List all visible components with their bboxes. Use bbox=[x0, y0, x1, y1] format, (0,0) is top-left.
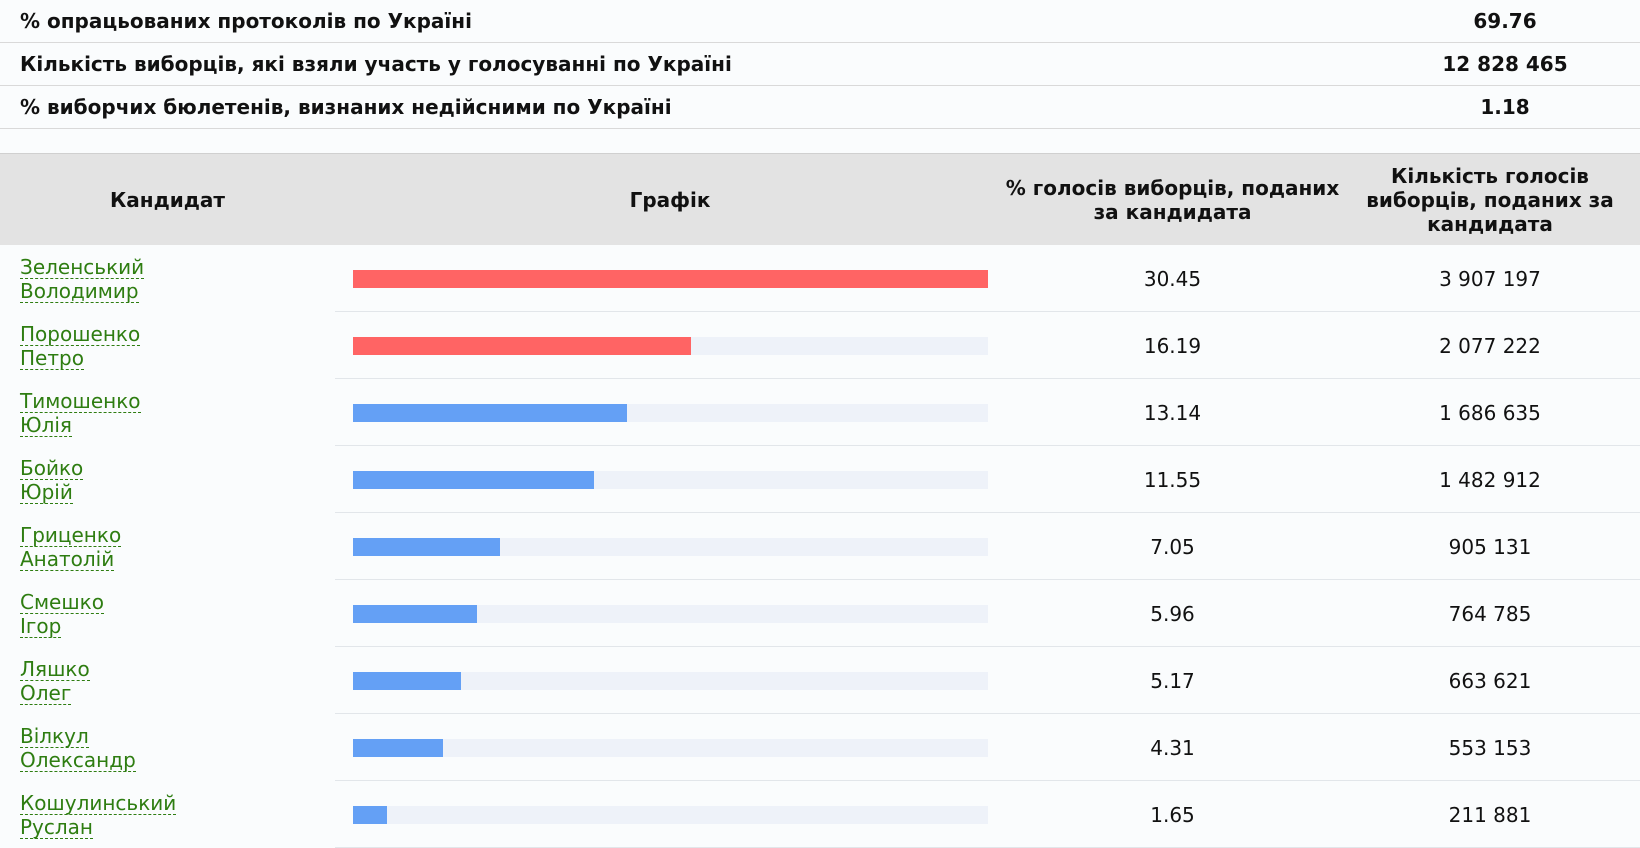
vote-bar bbox=[353, 738, 443, 757]
vote-bar bbox=[353, 604, 478, 623]
table-row: Бойко Юрій 11.55 1 482 912 bbox=[0, 446, 1640, 513]
summary-row-protocols: % опрацьованих протоколів по Україні 69.… bbox=[0, 0, 1640, 43]
vote-pct: 5.96 bbox=[1150, 601, 1195, 626]
vote-count: 211 881 bbox=[1448, 802, 1532, 827]
table-row: Смешко Ігор 5.96 764 785 bbox=[0, 580, 1640, 647]
vote-bar-track bbox=[353, 738, 988, 757]
chart-cell bbox=[335, 604, 1005, 623]
chart-cell bbox=[335, 403, 1005, 422]
candidate-name-link[interactable]: Олександр bbox=[20, 747, 136, 772]
chart-cell bbox=[335, 537, 1005, 556]
vote-count: 1 482 912 bbox=[1439, 467, 1541, 492]
candidate-name-link[interactable]: Олег bbox=[20, 680, 72, 705]
summary-table: % опрацьованих протоколів по Україні 69.… bbox=[0, 0, 1640, 129]
vote-count: 663 621 bbox=[1448, 668, 1532, 693]
results-body: Зеленський Володимир 30.45 3 907 197 Порошен… bbox=[0, 245, 1640, 848]
table-row: Гриценко Анатолій 7.05 905 131 bbox=[0, 513, 1640, 580]
header-count: Кількість голосів виборців, поданих за к… bbox=[1366, 163, 1614, 236]
vote-bar bbox=[353, 805, 388, 824]
header-chart: Графік bbox=[629, 187, 711, 212]
vote-pct: 1.65 bbox=[1150, 802, 1195, 827]
candidate-cell: Порошенко Петро bbox=[0, 322, 335, 370]
vote-count: 3 907 197 bbox=[1439, 266, 1541, 291]
vote-bar-track bbox=[353, 604, 988, 623]
candidate-surname-link[interactable]: Ляшко bbox=[20, 656, 90, 681]
results-header: Кандидат Графік % голосів виборців, пода… bbox=[0, 153, 1640, 245]
candidate-surname-link[interactable]: Вілкул bbox=[20, 723, 89, 748]
vote-count: 553 153 bbox=[1448, 735, 1532, 760]
chart-cell bbox=[335, 336, 1005, 355]
candidate-name-link[interactable]: Юлія bbox=[20, 412, 72, 437]
vote-bar-track bbox=[353, 671, 988, 690]
candidate-surname-link[interactable]: Гриценко bbox=[20, 522, 122, 547]
header-candidate: Кандидат bbox=[109, 187, 226, 212]
candidate-name-link[interactable]: Юрій bbox=[20, 479, 73, 504]
vote-bar-track bbox=[353, 470, 988, 489]
candidate-name-link[interactable]: Ігор bbox=[20, 613, 62, 638]
vote-count: 1 686 635 bbox=[1439, 400, 1541, 425]
candidate-surname-link[interactable]: Тимошенко bbox=[20, 388, 141, 413]
vote-pct: 5.17 bbox=[1150, 668, 1195, 693]
summary-label: % опрацьованих протоколів по Україні bbox=[20, 9, 472, 33]
vote-pct: 4.31 bbox=[1150, 735, 1195, 760]
vote-bar bbox=[353, 269, 988, 288]
vote-bar-track bbox=[353, 336, 988, 355]
vote-count: 764 785 bbox=[1448, 601, 1532, 626]
vote-count: 2 077 222 bbox=[1439, 333, 1541, 358]
header-pct: % голосів виборців, поданих за кандидата bbox=[1005, 175, 1340, 224]
table-row: Ляшко Олег 5.17 663 621 bbox=[0, 647, 1640, 714]
vote-bar-track bbox=[353, 269, 988, 288]
vote-pct: 13.14 bbox=[1143, 400, 1202, 425]
vote-bar bbox=[353, 403, 628, 422]
candidate-name-link[interactable]: Руслан bbox=[20, 814, 94, 839]
vote-bar bbox=[353, 537, 501, 556]
candidate-cell: Зеленський Володимир bbox=[0, 255, 335, 303]
candidate-cell: Смешко Ігор bbox=[0, 590, 335, 638]
candidate-surname-link[interactable]: Кошулинський bbox=[20, 790, 177, 815]
table-row: Зеленський Володимир 30.45 3 907 197 bbox=[0, 245, 1640, 312]
candidate-cell: Бойко Юрій bbox=[0, 456, 335, 504]
chart-cell bbox=[335, 738, 1005, 757]
vote-bar bbox=[353, 671, 461, 690]
candidate-surname-link[interactable]: Зеленський bbox=[20, 254, 145, 279]
vote-pct: 11.55 bbox=[1143, 467, 1202, 492]
table-row: Вілкул Олександр 4.31 553 153 bbox=[0, 714, 1640, 781]
candidate-cell: Кошулинський Руслан bbox=[0, 791, 335, 839]
candidate-cell: Гриценко Анатолій bbox=[0, 523, 335, 571]
vote-bar-track bbox=[353, 805, 988, 824]
chart-cell bbox=[335, 805, 1005, 824]
candidate-name-link[interactable]: Анатолій bbox=[20, 546, 115, 571]
chart-cell bbox=[335, 470, 1005, 489]
summary-value: 1.18 bbox=[1480, 95, 1530, 119]
vote-pct: 7.05 bbox=[1150, 534, 1195, 559]
vote-bar-track bbox=[353, 537, 988, 556]
candidate-surname-link[interactable]: Бойко bbox=[20, 455, 84, 480]
candidate-name-link[interactable]: Володимир bbox=[20, 278, 139, 303]
vote-bar bbox=[353, 336, 691, 355]
candidate-surname-link[interactable]: Смешко bbox=[20, 589, 104, 614]
summary-value: 12 828 465 bbox=[1442, 52, 1568, 76]
table-row: Тимошенко Юлія 13.14 1 686 635 bbox=[0, 379, 1640, 446]
vote-bar bbox=[353, 470, 594, 489]
candidate-name-link[interactable]: Петро bbox=[20, 345, 84, 370]
results-table: Кандидат Графік % голосів виборців, пода… bbox=[0, 153, 1640, 848]
table-row: Кошулинський Руслан 1.65 211 881 bbox=[0, 781, 1640, 848]
summary-label: % виборчих бюлетенів, визнаних недійсним… bbox=[20, 95, 672, 119]
table-row: Порошенко Петро 16.19 2 077 222 bbox=[0, 312, 1640, 379]
vote-count: 905 131 bbox=[1448, 534, 1532, 559]
candidate-surname-link[interactable]: Порошенко bbox=[20, 321, 141, 346]
candidate-cell: Тимошенко Юлія bbox=[0, 389, 335, 437]
summary-label: Кількість виборців, які взяли участь у г… bbox=[20, 52, 732, 76]
summary-value: 69.76 bbox=[1473, 9, 1537, 33]
summary-row-turnout: Кількість виборців, які взяли участь у г… bbox=[0, 43, 1640, 86]
chart-cell bbox=[335, 671, 1005, 690]
vote-pct: 16.19 bbox=[1143, 333, 1202, 358]
vote-bar-track bbox=[353, 403, 988, 422]
summary-row-invalid: % виборчих бюлетенів, визнаних недійсним… bbox=[0, 86, 1640, 129]
chart-cell bbox=[335, 269, 1005, 288]
candidate-cell: Вілкул Олександр bbox=[0, 724, 335, 772]
vote-pct: 30.45 bbox=[1143, 266, 1202, 291]
candidate-cell: Ляшко Олег bbox=[0, 657, 335, 705]
